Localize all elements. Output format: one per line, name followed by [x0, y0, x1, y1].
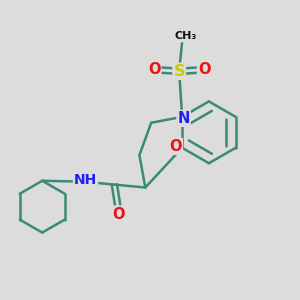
- Text: O: O: [169, 139, 182, 154]
- Text: N: N: [177, 111, 190, 126]
- Text: O: O: [198, 62, 210, 77]
- Text: O: O: [112, 206, 125, 221]
- Text: S: S: [173, 64, 185, 79]
- Text: CH₃: CH₃: [175, 32, 197, 41]
- Text: O: O: [148, 62, 161, 77]
- Text: NH: NH: [74, 173, 97, 187]
